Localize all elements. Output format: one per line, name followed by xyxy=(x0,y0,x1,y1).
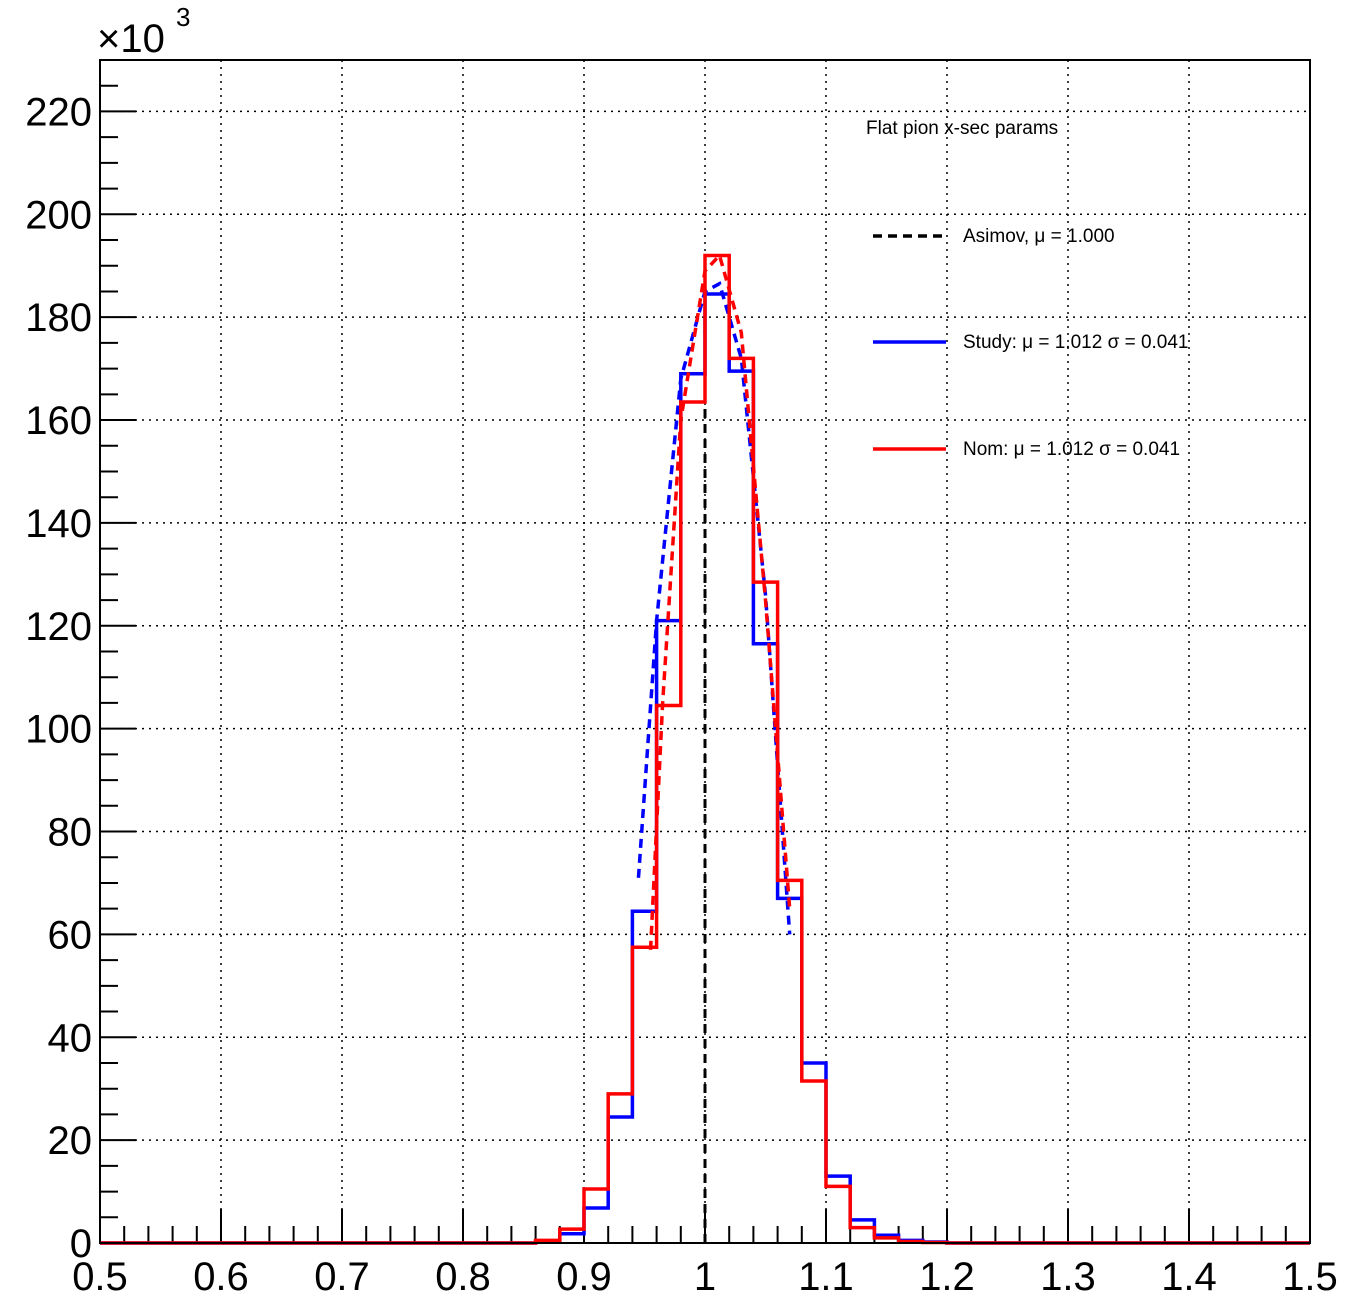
nom-fit-curve xyxy=(648,252,792,950)
legend-label-nom: Nom: μ = 1.012 σ = 0.041 xyxy=(963,439,1180,460)
y-multiplier-exponent: 3 xyxy=(176,2,190,32)
y-tick-label: 40 xyxy=(48,1016,93,1060)
series-layer xyxy=(100,252,1310,1245)
y-tick-label: 140 xyxy=(25,502,92,546)
y-tick-label: 120 xyxy=(25,605,92,649)
x-tick-label: 1.5 xyxy=(1282,1255,1338,1296)
nom-histogram xyxy=(100,253,1310,1245)
x-tick-label: 1.4 xyxy=(1161,1255,1217,1296)
y-tick-label: 60 xyxy=(48,913,93,957)
y-tick-label: 100 xyxy=(25,708,92,752)
y-tick-label: 200 xyxy=(25,193,92,237)
x-tick-label: 0.7 xyxy=(314,1255,370,1296)
legend: Flat pion x-sec params Asimov, μ = 1.000… xyxy=(866,118,1189,460)
y-tick-label: 20 xyxy=(48,1119,93,1163)
x-tick-label: 0.5 xyxy=(72,1255,128,1296)
x-tick-label: 1.3 xyxy=(1040,1255,1096,1296)
y-tick-label: 0 xyxy=(70,1222,92,1266)
y-tick-label: 180 xyxy=(25,296,92,340)
x-tick-label: 0.9 xyxy=(556,1255,612,1296)
legend-header: Flat pion x-sec params xyxy=(866,118,1058,139)
x-tick-label: 0.8 xyxy=(435,1255,491,1296)
x-tick-label: 1 xyxy=(694,1255,716,1296)
y-tick-label: 160 xyxy=(25,399,92,443)
grid-lines xyxy=(100,60,1310,1243)
legend-label-asimov: Asimov, μ = 1.000 xyxy=(963,226,1115,247)
x-tick-label: 1.1 xyxy=(798,1255,854,1296)
y-tick-label: 220 xyxy=(25,90,92,134)
plot-frame xyxy=(99,59,1311,1244)
x-tick-label: 0.6 xyxy=(193,1255,249,1296)
study-fit-curve xyxy=(636,281,792,935)
tick-labels: 0.5 0.6 0.7 0.8 0.9 1 1.1 1.2 1.3 1.4 1.5 0 20 40 60 80… xyxy=(25,90,1338,1296)
legend-label-study: Study: μ = 1.012 σ = 0.041 xyxy=(963,332,1189,353)
y-tick-label: 80 xyxy=(48,811,93,855)
x-tick-label: 1.2 xyxy=(919,1255,975,1296)
y-multiplier-label: ×10 xyxy=(97,17,165,61)
